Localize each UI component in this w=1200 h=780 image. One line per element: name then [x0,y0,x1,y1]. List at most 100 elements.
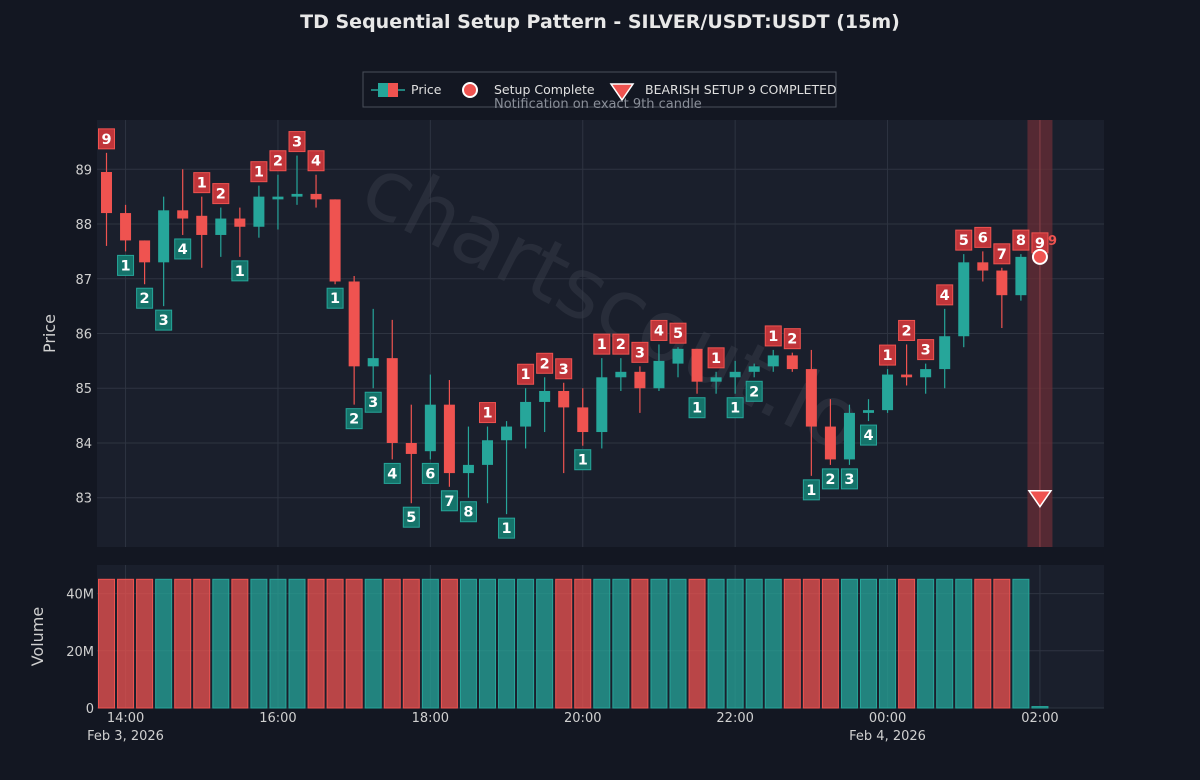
volume-bar [402,578,420,709]
volume-bar [821,578,839,709]
candle-body [462,464,474,474]
count-label-box [269,150,287,172]
volume-bar [707,578,725,709]
count-label-box [364,391,382,413]
count-label-box [688,397,706,419]
volume-bar [802,578,820,709]
candle-body [958,262,970,337]
setup-complete-marker [1031,248,1048,265]
count-label-box [669,322,687,344]
count-label-box [383,462,401,484]
count-label: 9 [101,132,111,148]
count-label-box [193,172,211,194]
count-label: 2 [349,412,359,428]
volume-bar [917,578,935,709]
volume-bar [326,578,344,709]
count-label: 3 [368,395,378,411]
count-label: 2 [902,323,912,339]
legend-price-label: Price [411,82,442,97]
setup-9-annotation: 9 [1048,234,1057,249]
volume-bar [1031,706,1049,709]
volume-bar [250,578,268,709]
setup-complete-icon [462,82,478,98]
volume-bar [840,578,858,709]
candle-body [748,366,760,372]
count-label: 2 [616,337,626,353]
candle-body [215,218,227,235]
candle-body [939,336,951,370]
y-tick-label: 89 [75,163,92,178]
count-label: 2 [273,154,283,170]
count-label-box [955,229,973,251]
count-label: 2 [749,384,759,400]
x-tick-date-label: Feb 3, 2026 [87,729,164,744]
count-label: 3 [844,472,854,488]
count-label: 4 [940,288,950,304]
count-label-box [860,424,877,446]
volume-bar [136,578,154,709]
candle-body [348,281,360,367]
candle-body [520,401,532,427]
candle-body [120,213,132,241]
volume-bar [117,578,135,709]
count-label: 2 [140,291,150,307]
volume-bar [269,578,287,709]
y-axis-label-price: Price [40,314,59,353]
volume-bar [783,578,801,709]
count-label-box [479,402,496,424]
count-label: 5 [959,233,969,249]
candle-body [558,390,570,408]
candle-body [291,193,303,197]
count-label: 2 [540,356,550,372]
volume-bar [726,578,744,709]
count-label: 7 [444,494,454,510]
count-label-box [650,319,668,341]
count-label: 6 [425,466,435,482]
count-label-box [288,131,306,153]
volume-bar [459,578,477,709]
count-label: 5 [406,510,416,526]
count-label-box [98,128,115,150]
x-tick-label: 02:00 [1021,711,1058,726]
count-label-box [117,254,135,276]
volume-bar [898,578,916,709]
volume-bar [212,578,230,709]
volume-bar [669,578,687,709]
count-label-box [936,284,954,306]
y-tick-label: 87 [75,273,92,288]
candle-body [539,390,551,402]
candle-body [863,410,874,413]
count-label-box [326,287,344,309]
count-label-box [840,468,858,490]
count-label: 4 [311,154,321,170]
candle-body [329,199,341,282]
candle-body [805,369,817,427]
x-tick-label: 00:00 [869,711,906,726]
count-label: 1 [768,329,778,345]
candle-body [367,358,379,367]
legend-bearish-label: BEARISH SETUP 9 COMPLETED [645,82,837,97]
count-label: 1 [521,367,531,383]
candle-body [729,371,741,378]
count-label-box [745,380,763,402]
count-label-box [1012,229,1030,251]
volume-bar [993,578,1011,709]
count-label: 1 [711,351,721,367]
candle-body [615,371,627,378]
candle-body [501,426,513,441]
count-label-box [802,479,820,501]
volume-bar [364,578,382,709]
volume-bar [231,578,249,709]
candle-body [443,404,455,474]
count-label-box [974,226,992,248]
count-label-box [250,161,268,183]
candle-body [653,360,665,389]
volume-bar [383,578,401,709]
count-label-box [821,468,839,490]
volume-bar [955,578,973,709]
volume-bar [517,578,535,709]
count-label: 3 [292,135,302,151]
count-label-box [612,333,630,355]
count-label-box [593,333,611,355]
